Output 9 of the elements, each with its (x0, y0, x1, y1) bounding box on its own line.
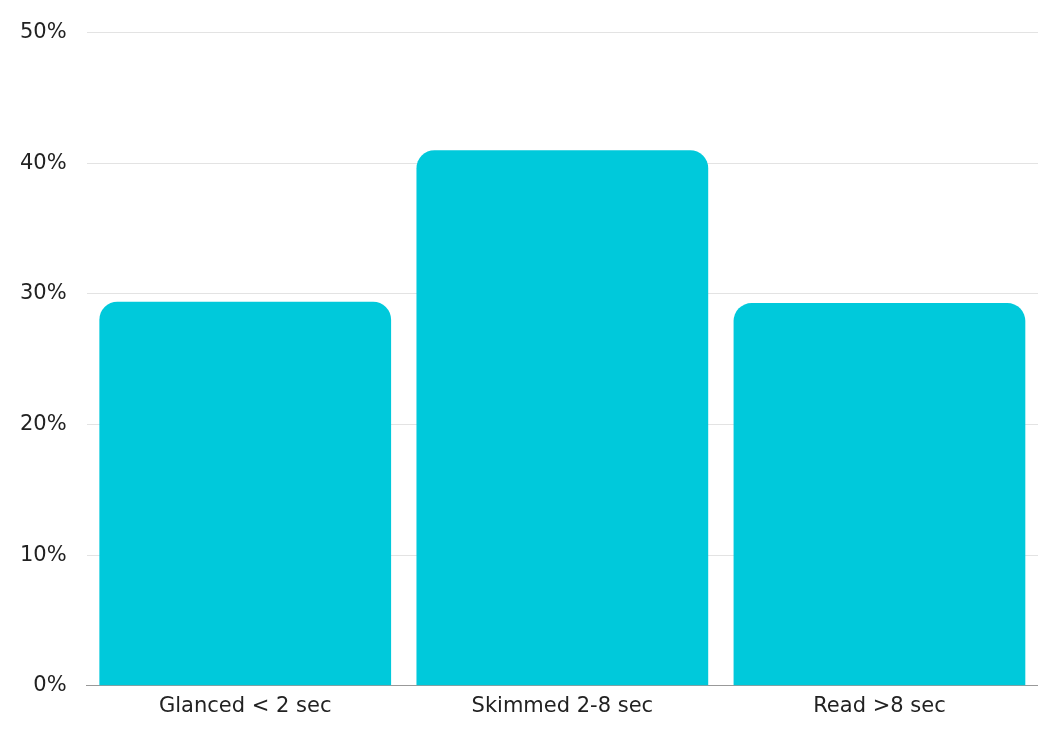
x-tick-label: Glanced < 2 sec (158, 692, 332, 717)
x-tick-label: Skimmed 2-8 sec (471, 692, 654, 717)
y-tick-label: 0% (33, 672, 67, 697)
y-tick-label: 50% (19, 19, 67, 44)
y-tick-label: 40% (19, 149, 67, 174)
y-tick-label: 30% (19, 280, 67, 305)
y-tick-label: 10% (19, 541, 67, 566)
y-tick-label: 20% (19, 410, 67, 435)
x-tick-label: Read >8 sec (813, 692, 946, 717)
